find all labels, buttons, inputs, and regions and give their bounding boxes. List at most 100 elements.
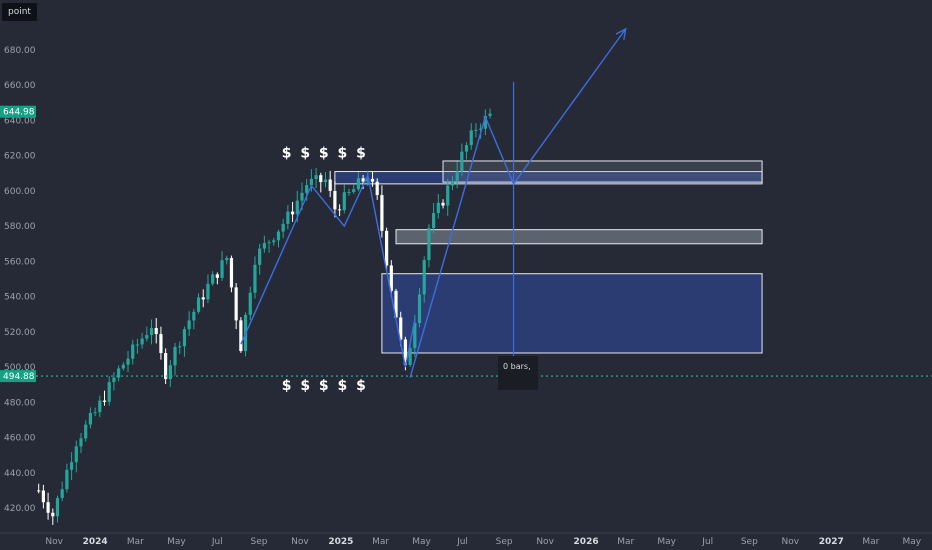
candle-body xyxy=(84,424,88,439)
y-tick-label: 480.00 xyxy=(4,398,36,408)
candle-body xyxy=(314,175,318,179)
candle-body xyxy=(417,294,422,324)
candle-body xyxy=(394,290,398,318)
candle-body xyxy=(389,265,393,291)
x-tick-label: Jul xyxy=(701,537,713,547)
candle-body xyxy=(328,179,332,191)
candle-body xyxy=(408,348,412,365)
y-tick-label: 460.00 xyxy=(4,434,36,444)
candle-body xyxy=(295,200,299,215)
candle-body xyxy=(370,178,375,182)
x-tick-label: Mar xyxy=(372,537,389,547)
candle-body xyxy=(51,512,55,517)
candle-body xyxy=(300,192,304,201)
upper-box xyxy=(442,160,763,183)
candle-body xyxy=(469,130,473,146)
candle-body xyxy=(403,339,408,365)
x-tick-label: Mar xyxy=(617,537,634,547)
candle-body xyxy=(422,260,426,295)
candle-body xyxy=(112,377,116,383)
candle-body xyxy=(474,129,478,131)
candle-body xyxy=(337,209,342,211)
candle-body xyxy=(229,257,234,288)
candle-body xyxy=(347,191,351,193)
x-tick-label: May xyxy=(657,537,676,547)
candle-body xyxy=(272,240,276,243)
x-tick-label: 2025 xyxy=(328,537,353,547)
marked-level-label: 494.88 xyxy=(3,372,35,382)
candle-body xyxy=(281,223,285,232)
candle-body xyxy=(375,181,379,196)
candle-body xyxy=(319,175,323,183)
candle-body xyxy=(267,242,271,244)
candle-body xyxy=(366,178,370,182)
candle-body xyxy=(149,328,154,336)
candle-body xyxy=(455,171,459,181)
ticker-label[interactable]: point xyxy=(2,3,37,21)
x-tick-label: Sep xyxy=(251,537,268,547)
candle-body xyxy=(126,358,130,365)
candle-body xyxy=(446,185,450,206)
candle-body xyxy=(385,230,389,266)
candle-body xyxy=(135,344,140,346)
candle-body xyxy=(196,297,201,312)
y-tick-label: 520.00 xyxy=(4,328,36,338)
y-tick-label: 540.00 xyxy=(4,293,36,303)
candle-body xyxy=(145,335,149,339)
candle-body xyxy=(450,180,455,186)
y-tick-label: 440.00 xyxy=(4,469,36,479)
x-tick-label: Jul xyxy=(456,537,468,547)
candle-body xyxy=(98,400,102,413)
candle-body xyxy=(140,338,144,345)
candle-body xyxy=(258,248,262,265)
x-tick-label: 2027 xyxy=(819,537,844,547)
demand-zone xyxy=(381,273,763,354)
candle-body xyxy=(342,192,346,211)
candle-body xyxy=(356,178,360,190)
candle-body xyxy=(178,346,182,348)
current-price-badge xyxy=(0,105,36,118)
projection-arrow-head xyxy=(615,27,627,40)
candle-body xyxy=(117,368,121,378)
candle-body xyxy=(154,328,158,335)
candle-body xyxy=(239,320,243,352)
candle-body xyxy=(215,274,219,278)
y-tick-label: 620.00 xyxy=(4,152,36,162)
x-tick-label: Mar xyxy=(127,537,144,547)
candle-body xyxy=(131,344,135,359)
projection-line-1 xyxy=(240,172,416,368)
current-price-label: 644.98 xyxy=(3,108,35,118)
candle-body xyxy=(201,297,205,300)
candle-body xyxy=(262,243,266,249)
candle-body xyxy=(211,274,215,284)
mid-zone xyxy=(395,229,763,245)
candle-body xyxy=(323,179,328,183)
bar-count-tooltip: 0 bars, xyxy=(498,356,538,390)
candle-body xyxy=(432,213,436,229)
candle-body xyxy=(55,498,60,517)
candle-body xyxy=(79,438,83,447)
candle-body xyxy=(74,446,78,463)
candle-body xyxy=(107,382,111,402)
candle-body xyxy=(352,189,356,192)
candle-body xyxy=(192,311,196,321)
candle-body xyxy=(65,469,69,490)
candle-body xyxy=(121,364,125,369)
candle-body xyxy=(399,317,403,340)
candle-body xyxy=(168,365,172,380)
projection-line-2 xyxy=(409,28,627,378)
marked-level-badge xyxy=(0,370,36,383)
candle-body xyxy=(234,287,238,321)
candle-body xyxy=(290,211,295,215)
candle-body xyxy=(187,320,191,330)
dollar-signs-bottom: $ $ $ $ $ xyxy=(282,378,368,394)
candle-body xyxy=(464,145,469,152)
candle-body xyxy=(60,489,64,499)
candle-body xyxy=(483,115,487,129)
y-tick-label: 660.00 xyxy=(4,81,36,91)
candle-body xyxy=(248,292,252,315)
x-tick-label: Jul xyxy=(211,537,223,547)
candle-body xyxy=(164,353,168,380)
